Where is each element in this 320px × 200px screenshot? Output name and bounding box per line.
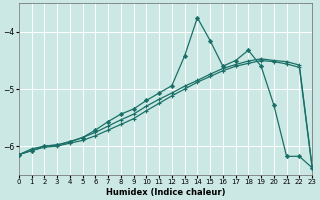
- X-axis label: Humidex (Indice chaleur): Humidex (Indice chaleur): [106, 188, 225, 197]
